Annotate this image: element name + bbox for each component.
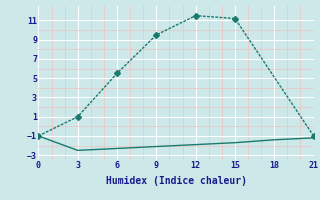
X-axis label: Humidex (Indice chaleur): Humidex (Indice chaleur) [106,176,246,186]
